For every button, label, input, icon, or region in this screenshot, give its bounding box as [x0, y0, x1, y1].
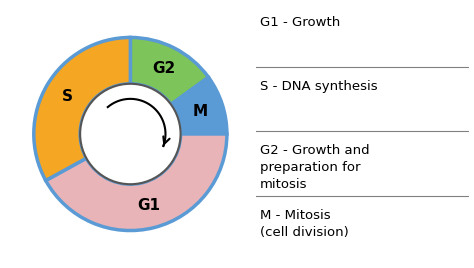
Text: G2: G2	[152, 61, 175, 76]
Wedge shape	[46, 134, 227, 230]
Text: G2 - Growth and
preparation for
mitosis: G2 - Growth and preparation for mitosis	[260, 144, 370, 191]
Circle shape	[80, 84, 181, 184]
Wedge shape	[130, 38, 209, 105]
Text: S: S	[62, 89, 73, 104]
Text: G1 - Growth: G1 - Growth	[260, 16, 340, 29]
Text: M: M	[192, 104, 208, 119]
Text: S - DNA synthesis: S - DNA synthesis	[260, 80, 378, 93]
Text: G1: G1	[137, 198, 160, 213]
Text: M - Mitosis
(cell division): M - Mitosis (cell division)	[260, 209, 349, 239]
Wedge shape	[171, 77, 227, 134]
Wedge shape	[34, 38, 130, 181]
